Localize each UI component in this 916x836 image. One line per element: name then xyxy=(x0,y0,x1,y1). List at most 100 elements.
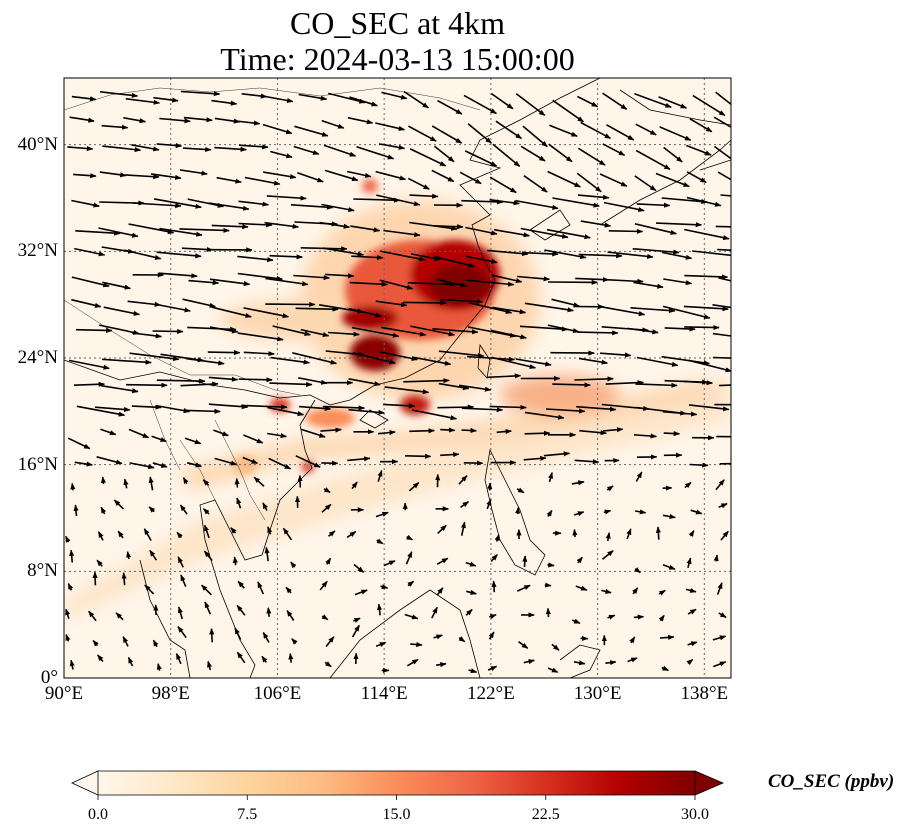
wind-arrow xyxy=(717,248,731,251)
wind-arrow xyxy=(634,567,641,574)
wind-arrow xyxy=(466,355,516,362)
wind-arrow xyxy=(636,356,679,367)
wind-arrow xyxy=(605,532,611,542)
wind-arrow xyxy=(96,456,123,465)
wind-arrow xyxy=(655,172,690,188)
wind-arrow xyxy=(353,563,365,573)
wind-arrow xyxy=(269,254,303,260)
wind-arrow xyxy=(408,481,420,492)
wind-arrow xyxy=(718,612,727,619)
wind-arrow xyxy=(524,411,565,420)
wind-arrow xyxy=(407,281,457,287)
wind-arrow xyxy=(184,437,202,445)
wind-arrow xyxy=(293,274,331,281)
wind-arrow xyxy=(488,631,495,640)
wind-arrow xyxy=(688,359,731,373)
lat-tick-label: 0° xyxy=(40,667,58,688)
wind-arrow xyxy=(187,198,225,208)
wind-arrow xyxy=(65,608,71,620)
wind-arrow xyxy=(253,476,265,487)
wind-arrow xyxy=(291,638,298,645)
wind-arrow xyxy=(286,610,295,621)
wind-arrow xyxy=(124,249,162,260)
wind-arrow xyxy=(207,350,241,356)
wind-arrow xyxy=(381,326,427,337)
wind-arrow xyxy=(636,202,671,208)
wind-arrow xyxy=(262,631,270,643)
wind-arrow xyxy=(552,382,591,388)
wind-arrow xyxy=(297,171,324,183)
wind-arrow xyxy=(661,355,711,366)
wind-arrow xyxy=(379,279,414,290)
wind-arrow xyxy=(323,247,365,257)
wind-arrow xyxy=(117,530,124,539)
wind-arrow xyxy=(635,471,643,482)
wind-arrow xyxy=(150,173,182,180)
wind-arrow xyxy=(263,171,297,180)
wind-arrow xyxy=(412,356,452,366)
wind-arrow xyxy=(408,125,437,142)
wind-arrow xyxy=(546,228,591,240)
lon-tick-label: 106°E xyxy=(253,683,302,704)
wind-arrow xyxy=(603,509,612,515)
wind-arrow xyxy=(100,428,117,436)
wind-arrow xyxy=(635,149,671,170)
wind-arrow xyxy=(664,326,696,332)
wind-arrow xyxy=(548,143,573,163)
wind-arrow xyxy=(377,469,383,482)
wind-arrow xyxy=(607,251,654,259)
wind-arrow xyxy=(468,668,478,674)
wind-arrow xyxy=(322,405,366,411)
wind-arrow xyxy=(125,98,161,105)
wind-arrow xyxy=(463,94,497,115)
wind-arrow xyxy=(552,99,584,123)
wind-arrow xyxy=(632,248,680,255)
wind-arrow xyxy=(720,530,729,541)
wind-arrow xyxy=(576,172,602,193)
wind-arrow xyxy=(409,428,435,434)
wind-arrow xyxy=(74,247,106,257)
wind-arrow xyxy=(577,147,606,166)
wind-arrow xyxy=(633,281,664,289)
wind-arrow xyxy=(403,90,429,109)
wind-arrow xyxy=(490,329,527,340)
wind-arrow xyxy=(144,584,155,595)
wind-arrow xyxy=(460,500,470,508)
wind-arrow xyxy=(383,229,421,238)
wind-arrow xyxy=(97,531,104,541)
wind-arrow xyxy=(159,117,191,124)
wind-arrow xyxy=(407,177,430,190)
wind-arrow xyxy=(264,546,270,562)
wind-arrow xyxy=(634,92,672,108)
wind-arrow xyxy=(712,332,731,337)
wind-arrow xyxy=(181,246,214,253)
wind-arrow xyxy=(128,223,175,235)
wind-arrow xyxy=(662,513,676,519)
wind-arrow xyxy=(237,255,274,263)
wind-arrow xyxy=(405,551,413,565)
wind-arrow xyxy=(712,304,731,309)
wind-arrow xyxy=(129,462,155,470)
wind-arrow xyxy=(97,654,104,662)
wind-arrow xyxy=(467,326,517,338)
wind-arrow xyxy=(635,382,678,388)
wind-arrow xyxy=(244,176,281,186)
wind-arrow xyxy=(241,404,288,410)
colorbar-tick-label: 22.5 xyxy=(531,806,560,823)
wind-arrow xyxy=(262,502,268,511)
wind-arrow xyxy=(409,148,447,167)
wind-arrow xyxy=(627,327,659,335)
wind-arrow xyxy=(433,634,443,640)
lat-tick-label: 16°N xyxy=(17,453,58,475)
wind-arrow xyxy=(346,530,357,539)
wind-arrow xyxy=(515,506,521,515)
wind-arrow xyxy=(436,557,449,565)
wind-arrow xyxy=(683,305,729,312)
wind-arrow xyxy=(685,587,697,593)
wind-arrow xyxy=(633,433,658,439)
wind-arrow xyxy=(718,277,731,282)
wind-arrow xyxy=(76,405,126,417)
wind-arrow xyxy=(658,614,665,622)
wind-arrow xyxy=(376,603,383,616)
